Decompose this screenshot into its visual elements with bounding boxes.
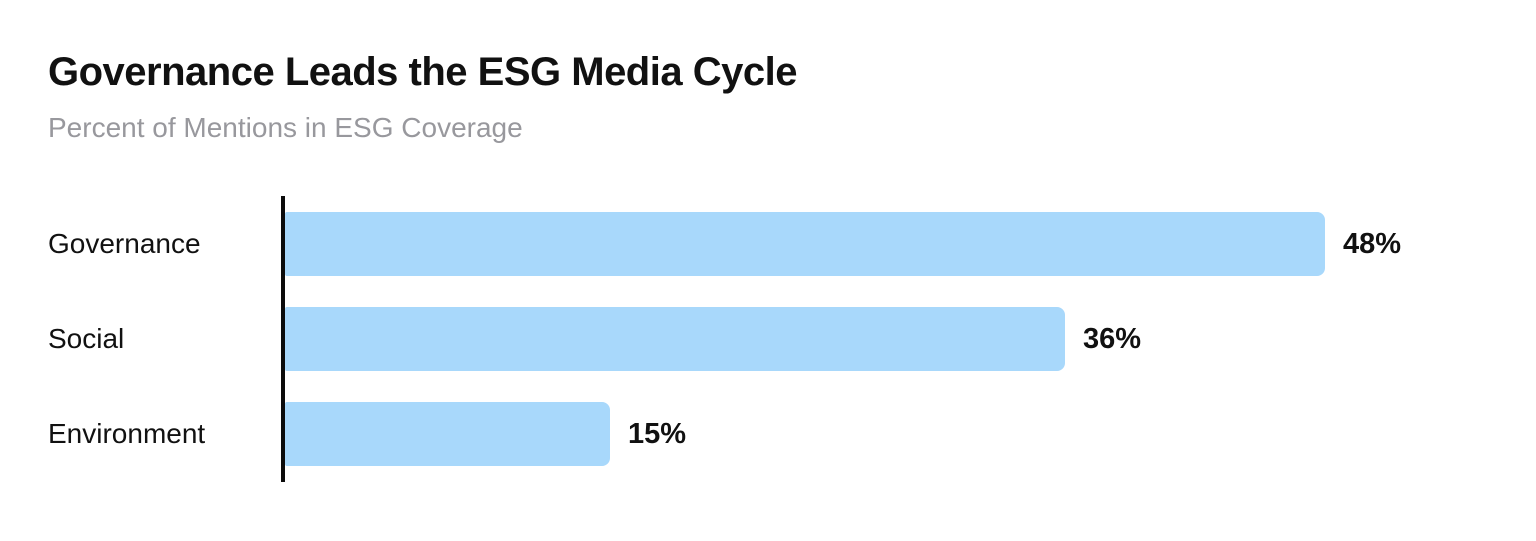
category-label-social: Social xyxy=(48,323,125,355)
chart-row: Environment 15% xyxy=(0,402,1536,467)
chart-title: Governance Leads the ESG Media Cycle xyxy=(48,50,797,94)
chart-subtitle: Percent of Mentions in ESG Coverage xyxy=(48,112,523,143)
chart-row: Governance 48% xyxy=(0,212,1536,277)
bar-chart: Governance 48% Social 36% Environment 15% xyxy=(0,196,1536,483)
chart-header: Governance Leads the ESG Media Cycle Per… xyxy=(0,0,1536,144)
bar-governance xyxy=(285,212,1325,277)
value-label-governance: 48% xyxy=(1343,227,1402,260)
bar-social xyxy=(285,307,1065,372)
bar-environment xyxy=(285,402,610,467)
chart-row: Social 36% xyxy=(0,307,1536,372)
category-label-environment: Environment xyxy=(48,418,206,450)
chart-rows: Governance 48% Social 36% Environment 15% xyxy=(0,196,1536,482)
y-axis-line xyxy=(281,196,285,483)
value-label-social: 36% xyxy=(1083,322,1142,355)
category-label-governance: Governance xyxy=(48,228,201,260)
value-label-environment: 15% xyxy=(628,417,687,450)
